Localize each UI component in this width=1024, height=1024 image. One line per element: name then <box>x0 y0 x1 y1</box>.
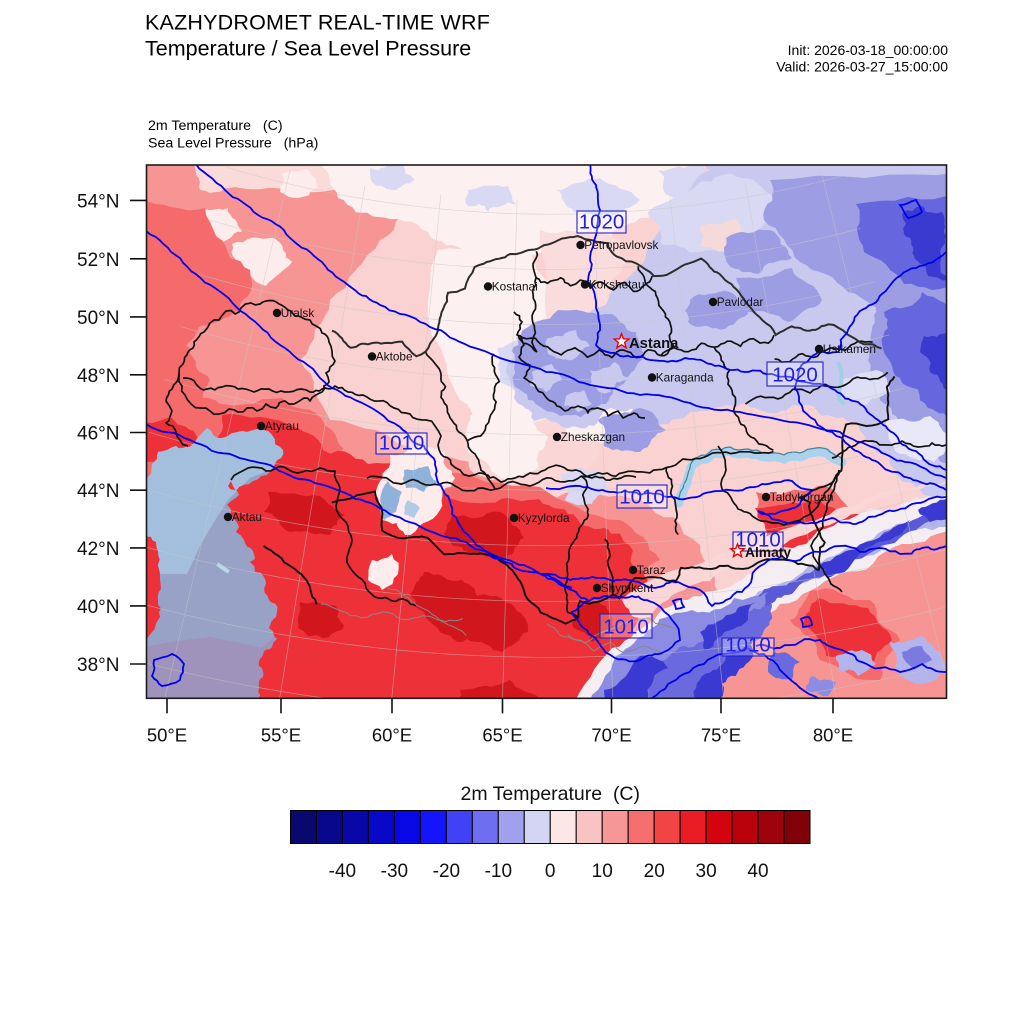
svg-text:Aktobe: Aktobe <box>376 350 413 364</box>
svg-text:10: 10 <box>592 861 613 882</box>
svg-text:1010: 1010 <box>603 616 649 639</box>
svg-text:Zheskazgan: Zheskazgan <box>561 430 625 444</box>
svg-text:Pavlodar: Pavlodar <box>717 295 764 309</box>
svg-text:Sea Level Pressure (hPa): Sea Level Pressure (hPa) <box>148 136 318 152</box>
svg-text:1010: 1010 <box>725 634 771 657</box>
svg-text:Aktau: Aktau <box>232 510 262 524</box>
svg-text:Ustkamen: Ustkamen <box>823 342 876 356</box>
svg-text:1020: 1020 <box>579 211 625 234</box>
svg-text:Almaty: Almaty <box>745 545 791 560</box>
svg-text:75°E: 75°E <box>701 724 741 745</box>
svg-text:-20: -20 <box>433 861 460 882</box>
svg-text:40: 40 <box>747 861 768 882</box>
svg-text:Kokshetau: Kokshetau <box>589 278 645 292</box>
svg-text:1010: 1010 <box>379 432 425 455</box>
svg-text:KAZHYDROMET REAL-TIME WRF: KAZHYDROMET REAL-TIME WRF <box>145 11 490 35</box>
svg-text:38°N: 38°N <box>77 655 119 676</box>
svg-text:20: 20 <box>644 861 665 882</box>
svg-text:60°E: 60°E <box>372 724 412 745</box>
svg-text:0: 0 <box>545 861 556 882</box>
svg-text:Astana: Astana <box>629 336 679 352</box>
svg-text:Atyrau: Atyrau <box>265 419 299 433</box>
svg-text:Taldykorgan: Taldykorgan <box>770 490 834 504</box>
svg-text:46°N: 46°N <box>77 424 119 445</box>
svg-text:2m Temperature (C): 2m Temperature (C) <box>460 783 640 805</box>
svg-text:-40: -40 <box>329 861 356 882</box>
svg-text:Valid: 2026-03-27_15:00:00: Valid: 2026-03-27_15:00:00 <box>776 59 948 75</box>
svg-text:55°E: 55°E <box>261 724 301 745</box>
svg-text:-30: -30 <box>381 861 408 882</box>
svg-text:Shymkent: Shymkent <box>601 581 654 595</box>
svg-text:80°E: 80°E <box>813 724 853 745</box>
svg-text:70°E: 70°E <box>591 724 631 745</box>
svg-text:54°N: 54°N <box>77 191 119 212</box>
svg-text:Temperature / Sea Level Pressu: Temperature / Sea Level Pressure <box>145 37 471 61</box>
svg-text:52°N: 52°N <box>77 250 119 271</box>
svg-text:44°N: 44°N <box>77 481 119 502</box>
svg-text:Kyzylorda: Kyzylorda <box>518 511 570 525</box>
svg-text:48°N: 48°N <box>77 366 119 387</box>
svg-text:40°N: 40°N <box>77 597 119 618</box>
svg-text:Petropavlovsk: Petropavlovsk <box>584 238 658 252</box>
svg-text:65°E: 65°E <box>482 724 522 745</box>
svg-text:1010: 1010 <box>619 486 665 509</box>
svg-text:50°N: 50°N <box>77 308 119 329</box>
svg-text:Init: 2026-03-18_00:00:00: Init: 2026-03-18_00:00:00 <box>788 42 949 58</box>
svg-text:1020: 1020 <box>772 364 818 387</box>
svg-text:50°E: 50°E <box>147 724 187 745</box>
svg-text:42°N: 42°N <box>77 539 119 560</box>
svg-text:Karaganda: Karaganda <box>656 371 714 385</box>
svg-text:Uralsk: Uralsk <box>281 306 315 320</box>
svg-text:Kostanai: Kostanai <box>492 280 538 294</box>
svg-text:30: 30 <box>696 861 717 882</box>
svg-text:-10: -10 <box>485 861 512 882</box>
svg-text:Taraz: Taraz <box>637 563 666 577</box>
svg-text:2m Temperature (C): 2m Temperature (C) <box>148 118 283 134</box>
svg-text:1010: 1010 <box>735 529 781 552</box>
